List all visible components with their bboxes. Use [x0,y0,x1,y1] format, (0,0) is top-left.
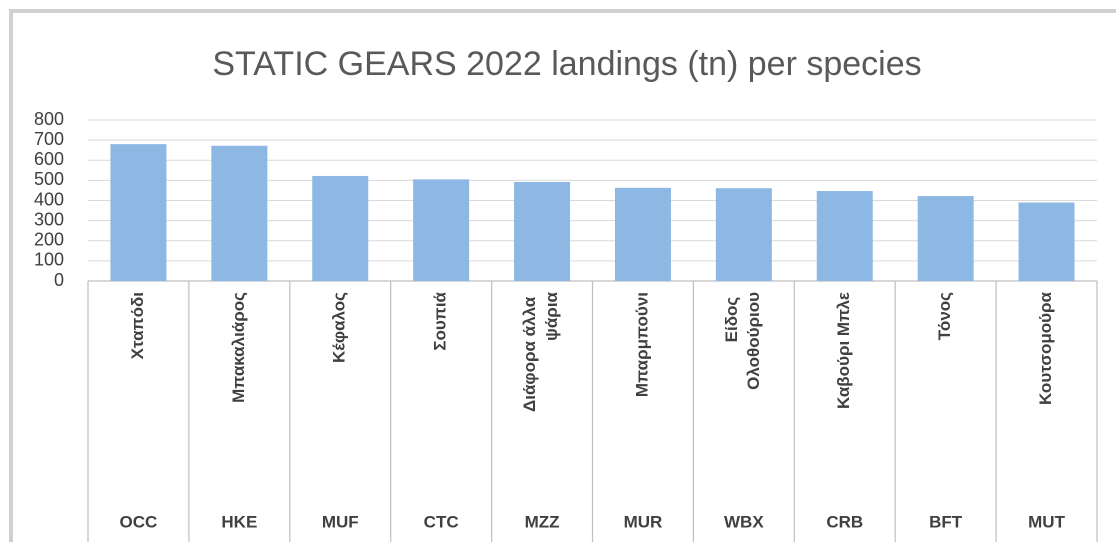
x-tick-label: Σουπιά [431,291,450,350]
x-code-label: HKE [221,512,257,531]
bar [614,187,671,281]
bar [816,191,873,281]
x-tick-label: Καβούρι Μπλε [834,292,853,409]
x-code-label: OCC [120,512,158,531]
y-tick-label: 200 [34,230,64,250]
y-tick-label: 100 [34,250,64,270]
x-tick-label-line: ψάρια [543,291,562,340]
bar [1018,202,1075,281]
x-code-label: BFT [929,512,963,531]
x-tick-label: Κέφαλος [330,292,349,363]
x-tick-label: Κουτσομούρα [1036,291,1055,404]
x-code-label: MUR [624,512,663,531]
x-code-label: WBX [724,512,764,531]
bar [110,144,167,281]
bar [917,196,974,281]
bar [413,179,470,281]
x-code-label: MUT [1028,512,1065,531]
x-tick-label-line: Ολοθούριου [744,292,763,390]
bar [715,188,772,281]
bar [211,145,268,281]
x-tick-label: Μπαρμπούνι [632,292,651,397]
x-tick-label: Είδος Ολοθούριου [722,292,763,390]
bar [514,181,571,281]
x-code-label: CTC [424,512,459,531]
x-tick-label: Τόνος [935,292,954,340]
x-code-label: MZZ [525,512,560,531]
x-tick-label-line: Είδος [722,292,741,342]
x-tick-label-line: Διάφορα άλλα [521,292,540,412]
x-tick-label: Διάφορα άλλα ψάρια [521,291,562,412]
chart-title: STATIC GEARS 2022 landings (tn) per spec… [212,45,921,83]
y-tick-label: 0 [54,270,64,290]
y-tick-label: 800 [34,109,64,129]
y-tick-label: 400 [34,189,64,209]
y-tick-label: 500 [34,169,64,189]
y-tick-label: 600 [34,149,64,169]
x-tick-label: Μπακαλιάρος [229,292,248,403]
x-code-label: MUF [322,512,359,531]
x-tick-label: Χταπόδι [128,292,147,360]
y-tick-label: 300 [34,209,64,229]
x-code-label: CRB [826,512,863,531]
y-tick-label: 700 [34,129,64,149]
bar [312,175,369,281]
